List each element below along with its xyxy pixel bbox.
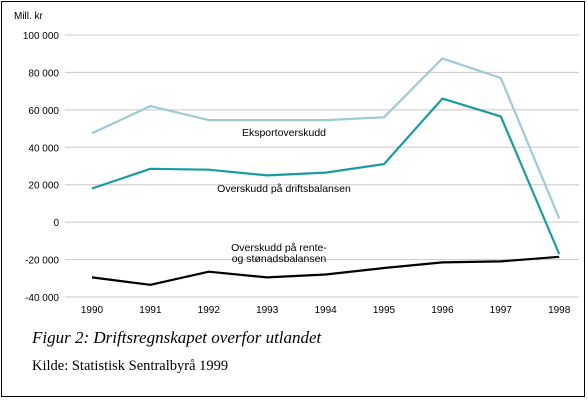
x-tick-label: 1993 [256,305,279,316]
x-tick-label: 1991 [139,305,162,316]
series-label-1: Overskudd på driftsbalansen [217,183,351,195]
x-tick-label: 1992 [198,305,221,316]
y-unit-label: Mill. kr [14,11,44,22]
y-tick-label: 40 000 [28,143,59,154]
x-axis-tick-labels: 1990 1991 1992 1993 1994 1995 1996 1997 1998 [81,305,571,316]
y-tick-label: 100 000 [23,31,60,42]
x-tick-label: 1996 [431,305,454,316]
grid [65,34,579,298]
chart: -40 000 -20 000 0 20 000 40 000 60 000 80 000 1… [14,11,579,316]
x-tick-label: 1995 [373,305,396,316]
x-tick-label: 1994 [314,305,337,316]
series-labels: Eksportoverskudd Overskudd på driftsbalan… [217,127,351,265]
y-tick-label: -20 000 [25,256,59,267]
x-tick-label: 1998 [548,305,571,316]
y-tick-label: 20 000 [28,181,59,192]
x-tick-label: 1990 [81,305,104,316]
series-line-0 [91,57,561,219]
y-axis-tick-labels: -40 000 -20 000 0 20 000 40 000 60 000 80 000 1… [23,31,60,304]
x-tick-label: 1997 [490,305,513,316]
series-label-0: Eksportoverskudd [242,127,326,139]
y-tick-label: -40 000 [25,293,59,304]
series-label-2: Overskudd på rente- [231,242,327,254]
figure-source: Kilde: Statistisk Sentralbyrå 1999 [32,358,229,374]
series-line-1 [91,97,561,255]
series-label-2: og stønadsbalansen [232,253,327,265]
figure-caption: Figur 2: Driftsregnskapet overfor utland… [32,328,322,347]
series-line-2 [91,255,560,286]
y-tick-label: 60 000 [28,106,59,117]
y-tick-label: 0 [53,218,59,229]
series-lines [91,57,561,286]
y-tick-label: 80 000 [28,68,59,79]
